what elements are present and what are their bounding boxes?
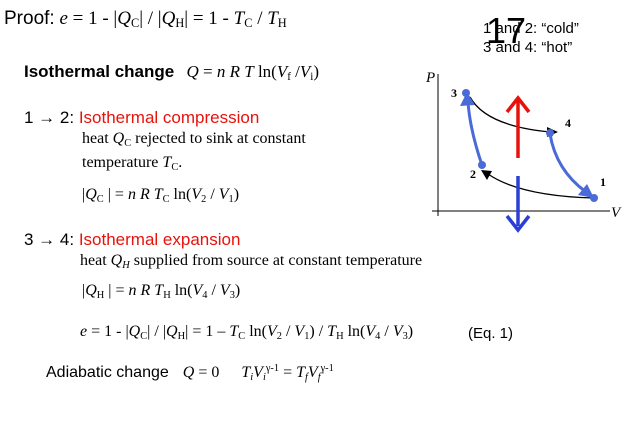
step-12-text-line2: temperature TC.	[82, 154, 183, 173]
efficiency-formula: e	[59, 8, 68, 29]
step-12-label: 1 → 2:	[24, 108, 75, 127]
adiabatic-q-formula: Q = 0	[182, 364, 220, 381]
legend-hot: 3 and 4: “hot”	[483, 39, 573, 56]
adiabat-expansion	[548, 133, 587, 194]
adiabatic-tv-formula: TiViγ-1 = TfVfγ-1	[241, 363, 334, 383]
state-point-3	[462, 89, 470, 97]
step-34-label: 3 → 4:	[24, 230, 75, 249]
eq1-formula: e = 1 - |QC| / |QH| = 1 – TC ln(V2 / V1)…	[80, 323, 414, 342]
slide-number: 17	[486, 10, 527, 51]
legend-cold: 1 and 2: “cold”	[483, 20, 579, 37]
adiabatic-line: Adiabatic change Q = 0 TiViγ-1 = TfVfγ-1	[46, 363, 334, 383]
step-34-heading: 3 → 4: Isothermal expansion	[24, 230, 240, 250]
point-label-3: 3	[451, 86, 457, 100]
heat-out-blue-arrow	[505, 176, 531, 233]
adiabatic-label: Adiabatic change	[46, 364, 169, 381]
step-12-text-line1: heat QC rejected to sink at constant	[82, 130, 306, 149]
state-point-2	[478, 161, 486, 169]
isotherm-cold	[487, 173, 595, 199]
adiabat-compression	[466, 101, 484, 166]
v-axis-label: V	[611, 205, 622, 221]
step-34-text: heat QH supplied from source at constant…	[80, 252, 423, 271]
step-34-title: Isothermal expansion	[78, 230, 241, 249]
adiabat-expansion-arrowhead	[578, 184, 594, 198]
isothermal-formula: Q = n R T ln(Vf /Vi)	[186, 62, 320, 83]
step-12-heading: 1 → 2: Isothermal compression	[24, 108, 259, 128]
eq1-label: (Eq. 1)	[468, 325, 514, 342]
proof-line: Proof: e = 1 - |QC| / |QH| = 1 - TC / TH	[4, 8, 287, 30]
isotherm-hot	[469, 96, 551, 133]
isothermal-label: Isothermal change	[24, 62, 175, 81]
point-label-2: 2	[470, 167, 476, 181]
adiabat-compression-arrowhead	[460, 92, 475, 106]
step-12-formula: |QC | = n R TC ln(V2 / V1)	[82, 186, 240, 205]
isotherm-cold-arrowhead	[481, 170, 492, 180]
state-point-1	[590, 194, 598, 202]
point-label-4: 4	[565, 116, 571, 130]
proof-label: Proof:	[4, 8, 55, 29]
state-point-4	[546, 129, 554, 137]
point-label-1: 1	[600, 175, 606, 189]
heat-in-red-arrow	[505, 95, 531, 158]
p-axis-label: P	[425, 70, 435, 86]
isothermal-line: Isothermal change Q = n R T ln(Vf /Vi)	[24, 62, 320, 83]
step-34-formula: |QH | = n R TH ln(V4 / V3)	[82, 282, 241, 301]
step-12-title: Isothermal compression	[78, 108, 260, 127]
